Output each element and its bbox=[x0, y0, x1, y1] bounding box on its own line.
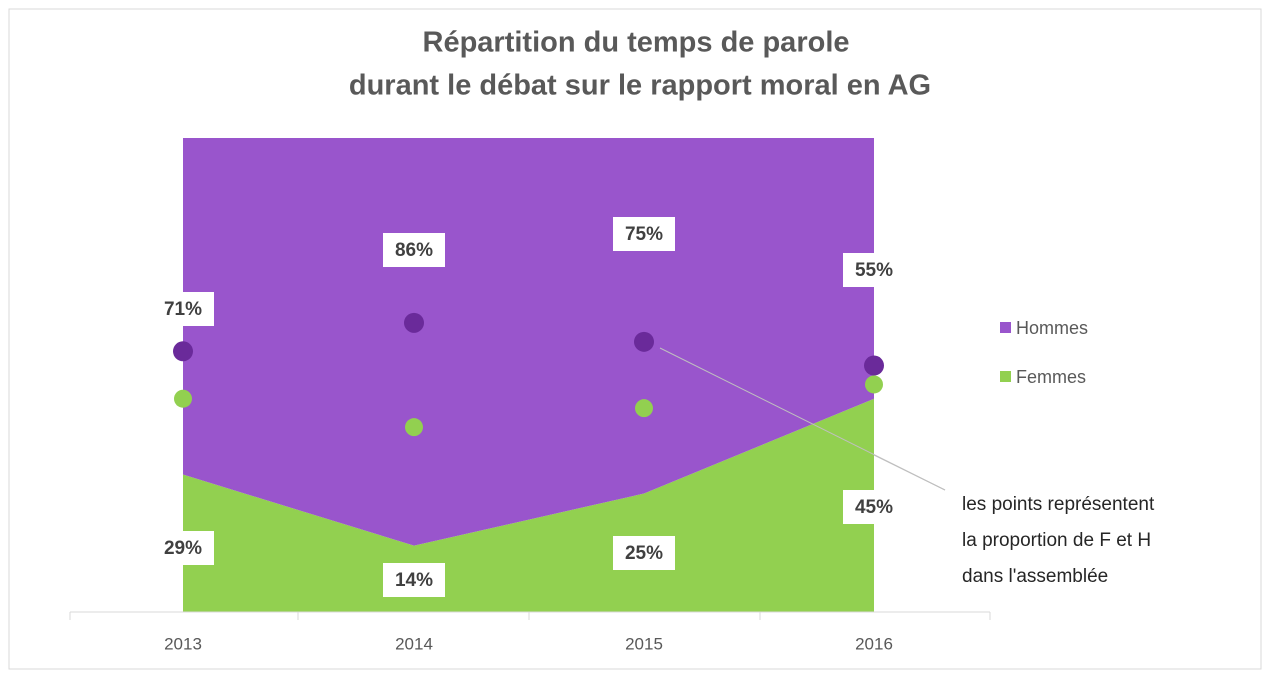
plot bbox=[183, 138, 874, 612]
dot bbox=[174, 389, 192, 408]
data-label: 86% bbox=[395, 240, 433, 261]
label-box bbox=[383, 563, 445, 597]
legend-label: Hommes bbox=[1016, 318, 1088, 338]
x-tick-label: 2014 bbox=[395, 634, 433, 653]
leader-line bbox=[873, 454, 946, 491]
annotation: les points représentent bbox=[962, 494, 1155, 515]
dot bbox=[404, 312, 424, 333]
label-box bbox=[383, 233, 445, 267]
legend-label: Femmes bbox=[1016, 367, 1086, 387]
label-box bbox=[843, 253, 905, 287]
area bbox=[183, 138, 874, 546]
x-tick-label: 2015 bbox=[625, 634, 663, 653]
x-tick-label: 2016 bbox=[855, 634, 893, 653]
annotation: la proportion de F et H bbox=[962, 530, 1151, 551]
legend-swatch bbox=[1000, 322, 1011, 333]
dot bbox=[634, 331, 654, 352]
label-box bbox=[152, 292, 214, 326]
legend-swatch bbox=[1000, 371, 1011, 382]
data-label: 25% bbox=[625, 543, 663, 564]
data-label: 55% bbox=[855, 260, 893, 281]
dot bbox=[865, 375, 883, 394]
dot bbox=[635, 399, 653, 418]
annotation: dans l'assemblée bbox=[962, 566, 1108, 587]
x-tick-label: 2013 bbox=[164, 634, 202, 653]
label-box bbox=[613, 536, 675, 570]
data-label: 75% bbox=[625, 224, 663, 245]
area bbox=[183, 398, 874, 612]
label-box bbox=[843, 490, 905, 524]
data-label: 71% bbox=[164, 299, 202, 320]
label-box bbox=[613, 217, 675, 251]
dot bbox=[405, 418, 423, 437]
chart-title: durant le débat sur le rapport moral en … bbox=[349, 70, 931, 102]
dot bbox=[864, 355, 884, 376]
data-label: 29% bbox=[164, 538, 202, 559]
dot bbox=[173, 341, 193, 362]
data-label: 45% bbox=[855, 497, 893, 518]
data-label: 14% bbox=[395, 570, 433, 591]
chart-title: Répartition du temps de parole bbox=[423, 27, 850, 59]
label-box bbox=[152, 531, 214, 565]
